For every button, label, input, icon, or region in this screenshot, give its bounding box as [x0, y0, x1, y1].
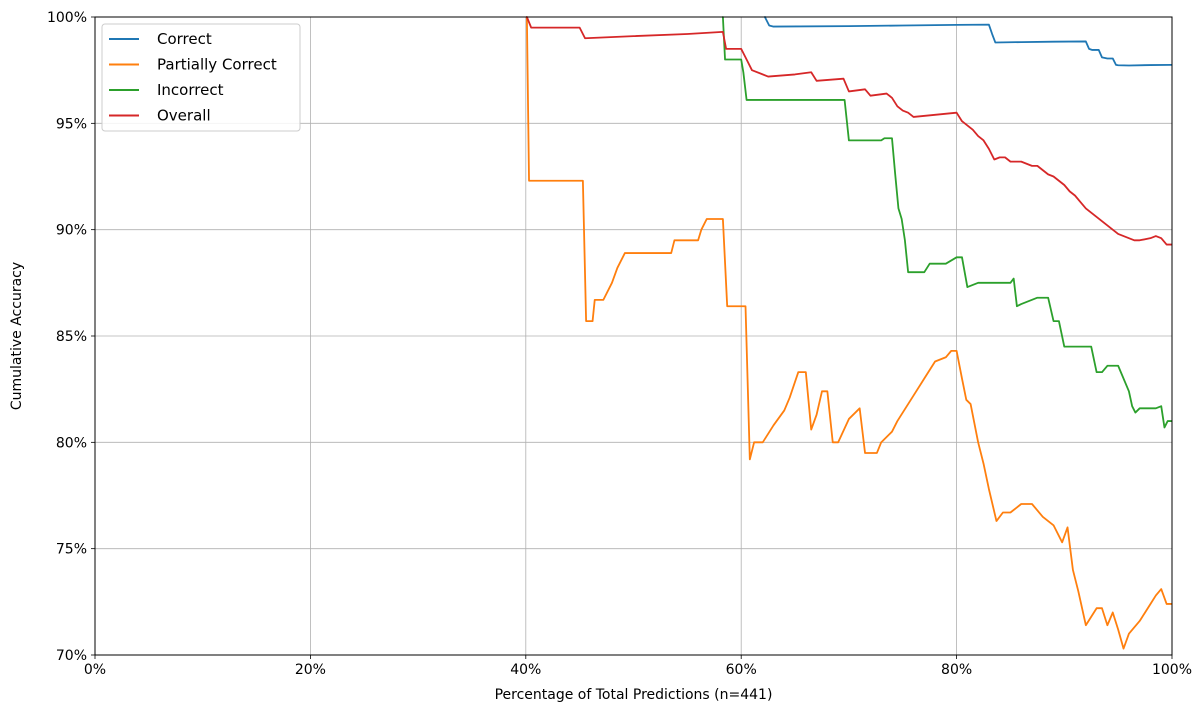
y-tick-label: 70% [56, 648, 87, 664]
y-tick-label: 95% [56, 116, 87, 132]
x-tick-label: 20% [295, 662, 326, 678]
series-line-incorrect [721, 16, 1172, 429]
series-line-partially-correct [525, 16, 1172, 650]
x-tick-label: 100% [1152, 662, 1192, 678]
series-line-overall [525, 16, 1172, 246]
y-axis-label: Cumulative Accuracy [9, 262, 25, 410]
x-axis-label: Percentage of Total Predictions (n=441) [495, 687, 773, 703]
x-tick-label: 60% [726, 662, 757, 678]
legend-label: Incorrect [157, 81, 224, 99]
y-tick-label: 85% [56, 329, 87, 345]
y-tick-label: 90% [56, 223, 87, 239]
series-lines [525, 16, 1172, 650]
series-line-correct [763, 16, 1172, 67]
legend: Correct Partially Correct Incorrect Overall [101, 23, 301, 132]
x-tick-label: 80% [941, 662, 972, 678]
legend-label: Correct [157, 30, 212, 48]
x-tick-label: 40% [510, 662, 541, 678]
y-tick-label: 100% [47, 10, 87, 26]
legend-label: Partially Correct [157, 56, 277, 74]
x-tick-label: 0% [84, 662, 106, 678]
legend-box [101, 23, 301, 132]
axis-ticks: 0% 20% 40% 60% 80% 100% 70% 75% 80% 85% 90% 95% 100% [47, 10, 1192, 678]
y-tick-label: 75% [56, 542, 87, 558]
y-tick-label: 80% [56, 435, 87, 451]
legend-label: Overall [157, 107, 211, 125]
